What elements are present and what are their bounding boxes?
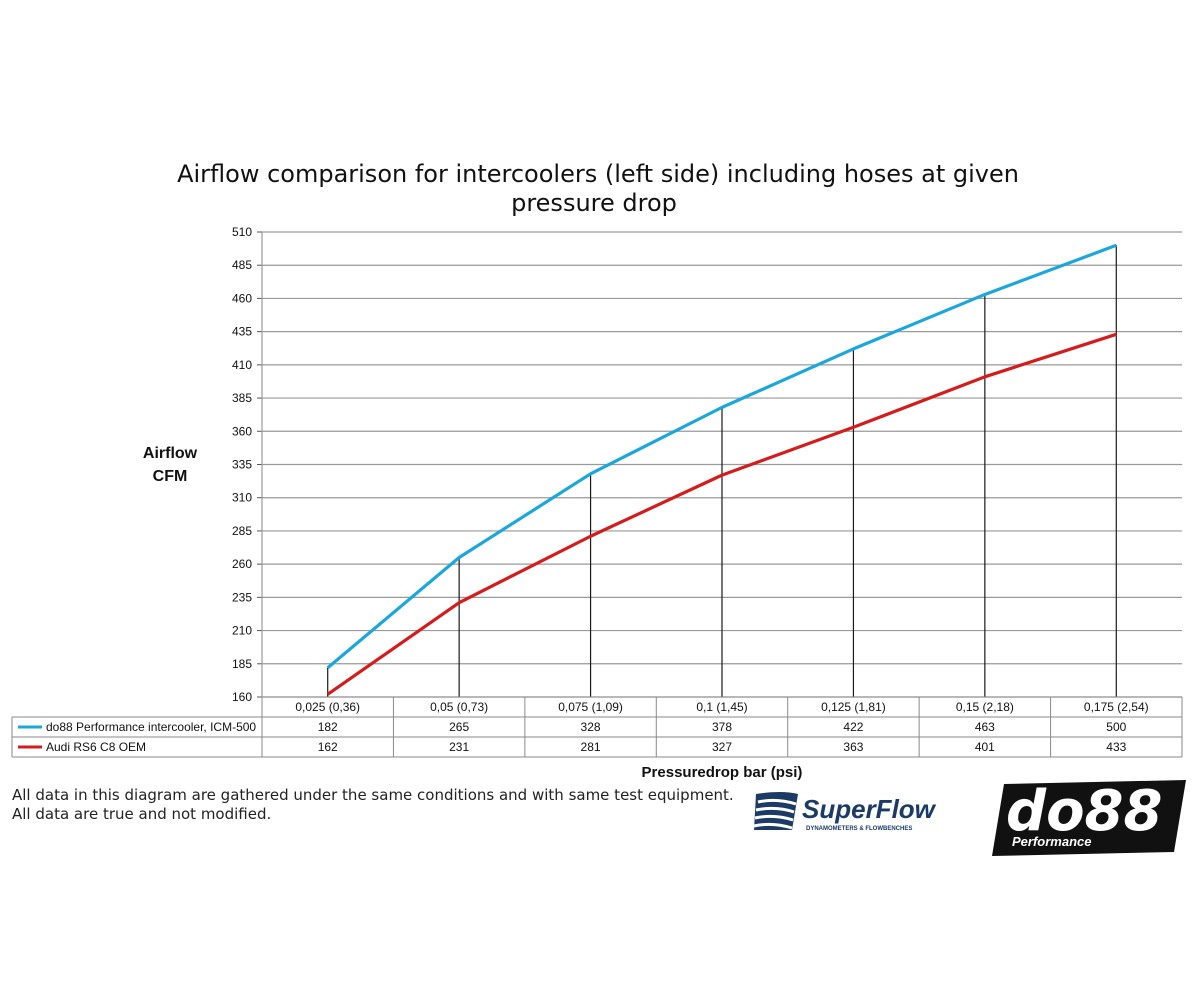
do88-logo: do88 Performance — [992, 780, 1186, 856]
x-category-label: 0,025 (0,36) — [295, 700, 360, 714]
y-tick-label: 460 — [232, 291, 252, 305]
footnote: All data in this diagram are gathered un… — [12, 786, 734, 824]
y-tick-label: 160 — [232, 690, 252, 704]
footnote-line-1: All data in this diagram are gathered un… — [12, 786, 734, 804]
chart-title-line-1: Airflow comparison for intercoolers (lef… — [177, 160, 1019, 188]
footnote-line-2: All data are true and not modified. — [12, 805, 272, 823]
data-label: 265 — [449, 720, 469, 734]
data-table: 0,025 (0,36) 0,05 (0,73) 0,075 (1,09) 0,1 (… — [11, 696, 1183, 758]
data-label: 231 — [449, 740, 469, 754]
x-category-label: 0,15 (2,18) — [956, 700, 1014, 714]
y-tick-label: 435 — [232, 325, 252, 339]
data-label: 328 — [581, 720, 601, 734]
series-line — [326, 243, 1117, 669]
x-category-label: 0,1 (1,45) — [696, 700, 747, 714]
x-category-label: 0,125 (1,81) — [821, 700, 886, 714]
superflow-logo-text: SuperFlow — [802, 794, 937, 824]
do88-logo-badge — [992, 780, 1186, 856]
x-category-label: 0,175 (2,54) — [1084, 700, 1149, 714]
y-tick-label: 385 — [232, 391, 252, 405]
series-lines — [326, 243, 1117, 696]
data-label: 378 — [712, 720, 732, 734]
superflow-logo-subtext: DYNAMOMETERS & FLOWBENCHES — [806, 826, 912, 832]
y-tick-label: 210 — [232, 624, 252, 638]
y-tick-label: 335 — [232, 458, 252, 472]
drop-lines — [327, 245, 1117, 697]
y-tick-label: 485 — [232, 258, 252, 272]
gridlines — [257, 231, 1182, 698]
series-line — [326, 332, 1117, 696]
y-tick-label: 235 — [232, 590, 252, 604]
data-label: 363 — [843, 740, 863, 754]
data-label: 500 — [1106, 720, 1126, 734]
do88-logo-text: do88 — [1006, 780, 1163, 844]
x-category-label: 0,075 (1,09) — [558, 700, 623, 714]
legend-label: Audi RS6 C8 OEM — [46, 740, 146, 754]
superflow-logo: SuperFlow DYNAMOMETERS & FLOWBENCHES — [753, 792, 937, 832]
data-label: 327 — [712, 740, 732, 754]
y-tick-label: 285 — [232, 524, 252, 538]
y-tick-label: 310 — [232, 491, 252, 505]
y-tick-label: 260 — [232, 557, 252, 571]
chart-title-line-2: pressure drop — [511, 189, 677, 217]
do88-logo-subtext: Performance — [1012, 834, 1091, 849]
y-tick-label: 360 — [232, 424, 252, 438]
legend-label: do88 Performance intercooler, ICM-500 — [46, 720, 256, 734]
data-label: 182 — [318, 720, 338, 734]
data-label: 422 — [843, 720, 863, 734]
y-tick-label: 410 — [232, 358, 252, 372]
data-label: 433 — [1106, 740, 1126, 754]
x-axis-label: Pressuredrop bar (psi) — [642, 764, 803, 781]
data-label: 401 — [975, 740, 995, 754]
y-tick-label: 185 — [232, 657, 252, 671]
superflow-wave-icon — [753, 792, 798, 830]
data-label: 281 — [581, 740, 601, 754]
y-axis-label-line-1: Airflow — [143, 445, 198, 462]
data-label: 162 — [318, 740, 338, 754]
x-category-label: 0,05 (0,73) — [430, 700, 488, 714]
y-axis-label-line-2: CFM — [153, 468, 188, 485]
y-axis-ticks: 160 185 210 235 260 285 310 335 360 385 410 435 460 4… — [232, 225, 252, 704]
y-tick-label: 510 — [232, 225, 252, 239]
data-label: 463 — [975, 720, 995, 734]
